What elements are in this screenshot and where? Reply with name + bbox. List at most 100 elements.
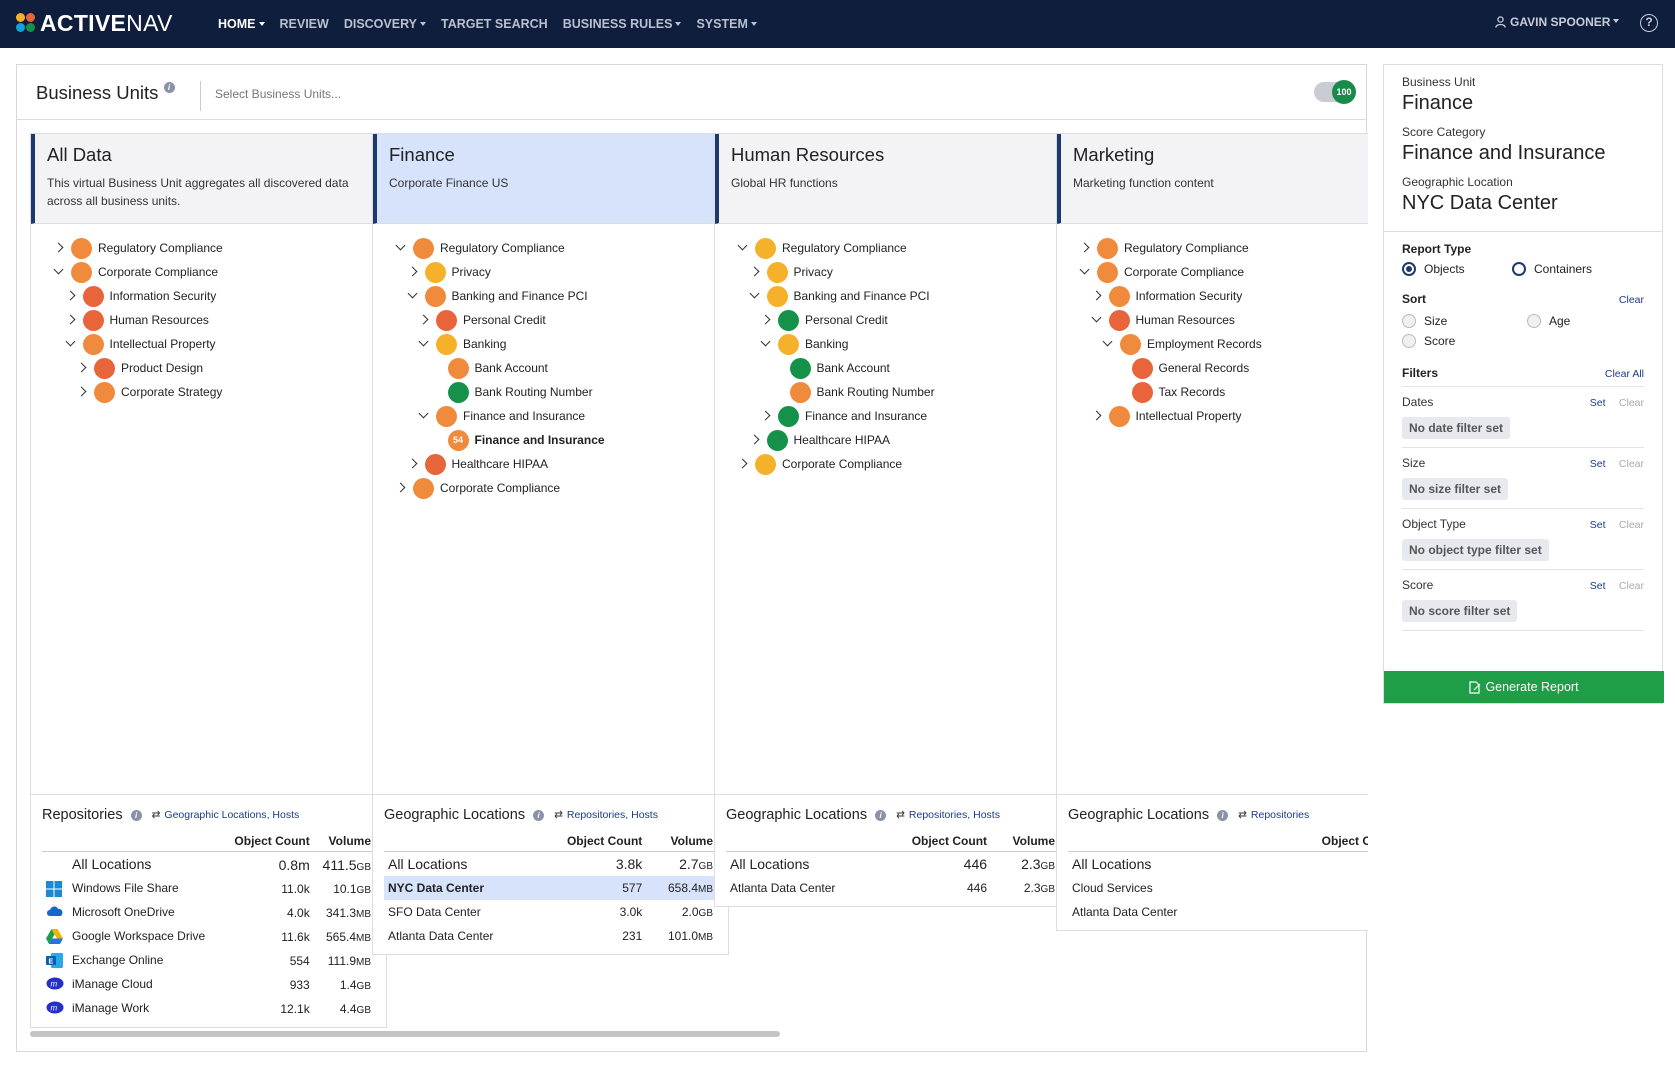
chevron-right-icon[interactable]: [76, 362, 88, 374]
tree-node[interactable]: Personal Credit: [760, 308, 888, 332]
sort-size-option[interactable]: Size: [1402, 314, 1527, 328]
chevron-right-icon[interactable]: [1091, 410, 1103, 422]
chevron-right-icon[interactable]: [407, 458, 419, 470]
chevron-down-icon[interactable]: [418, 410, 430, 422]
col-header[interactable]: Object Count: [1259, 831, 1368, 852]
table-row[interactable]: Cloud Services 1: [1068, 876, 1368, 900]
tree-node[interactable]: Banking and Finance PCI: [407, 284, 588, 308]
tree-node[interactable]: Banking and Finance PCI: [749, 284, 930, 308]
table-row[interactable]: Windows File Share 11.0k 10.1GB: [42, 877, 375, 901]
table-row[interactable]: Microsoft OneDrive 4.0k 341.3MB: [42, 901, 375, 925]
tree-node[interactable]: General Records: [1114, 356, 1249, 380]
tree-node[interactable]: Human Resources: [65, 308, 209, 332]
chevron-right-icon[interactable]: [76, 386, 88, 398]
breakdown-link[interactable]: Repositories: [566, 809, 626, 821]
tree-node[interactable]: Bank Account: [430, 356, 548, 380]
radio-objects[interactable]: Objects: [1402, 262, 1512, 276]
breakdown-link[interactable]: Hosts: [631, 809, 658, 821]
tree-node[interactable]: Bank Account: [772, 356, 890, 380]
chevron-down-icon[interactable]: [737, 242, 749, 254]
table-row[interactable]: m iManage Cloud 933 1.4GB: [42, 973, 375, 997]
filter-clear-link[interactable]: Clear: [1618, 397, 1644, 409]
column-header[interactable]: Human Resources Global HR functions: [715, 134, 1070, 224]
menu-item-review[interactable]: REVIEW: [280, 17, 329, 31]
tree-node[interactable]: Healthcare HIPAA: [407, 452, 548, 476]
chevron-right-icon[interactable]: [1091, 290, 1103, 302]
filter-clear-link[interactable]: Clear: [1618, 519, 1644, 531]
business-units-select[interactable]: Select Business Units...: [200, 81, 1100, 111]
table-row[interactable]: All Locations 14: [1068, 852, 1368, 877]
table-row[interactable]: All Locations 0.8m 411.5GB: [42, 852, 375, 878]
filter-set-link[interactable]: Set: [1589, 458, 1606, 470]
tree-node[interactable]: Tax Records: [1114, 380, 1225, 404]
col-header[interactable]: Object Count: [878, 831, 992, 852]
table-row[interactable]: NYC Data Center 577 658.4MB: [384, 876, 717, 900]
chevron-right-icon[interactable]: [749, 434, 761, 446]
menu-item-target-search[interactable]: TARGET SEARCH: [441, 17, 548, 31]
user-menu[interactable]: GAVIN SPOONER: [1495, 15, 1620, 29]
filter-set-link[interactable]: Set: [1589, 580, 1606, 592]
tree-node[interactable]: Human Resources: [1091, 308, 1235, 332]
chevron-down-icon[interactable]: [418, 338, 430, 350]
breakdown-link[interactable]: Hosts: [272, 809, 300, 821]
tree-node[interactable]: Corporate Strategy: [76, 380, 222, 404]
tree-node[interactable]: Corporate Compliance: [1079, 260, 1244, 284]
tree-node[interactable]: Finance and Insurance: [760, 404, 927, 428]
tree-node[interactable]: Corporate Compliance: [53, 260, 218, 284]
tree-node[interactable]: Regulatory Compliance: [53, 236, 223, 260]
help-icon[interactable]: ?: [1640, 14, 1658, 32]
tree-node[interactable]: 54 Finance and Insurance: [430, 428, 605, 452]
table-row[interactable]: m iManage Work 12.1k 4.4GB: [42, 997, 375, 1021]
col-header[interactable]: Object Count: [223, 831, 314, 852]
tree-node[interactable]: Employment Records: [1102, 332, 1262, 356]
table-row[interactable]: All Locations 3.8k 2.7GB: [384, 852, 717, 877]
col-header[interactable]: Volume: [991, 831, 1059, 852]
chevron-right-icon[interactable]: [737, 458, 749, 470]
sort-clear-link[interactable]: Clear: [1618, 294, 1644, 306]
filter-clear-link[interactable]: Clear: [1618, 458, 1644, 470]
tree-node[interactable]: Healthcare HIPAA: [749, 428, 890, 452]
chevron-down-icon[interactable]: [1091, 314, 1103, 326]
table-row[interactable]: All Locations 446 2.3GB: [726, 852, 1059, 877]
tree-node[interactable]: Finance and Insurance: [418, 404, 585, 428]
sort-age-option[interactable]: Age: [1527, 314, 1570, 328]
info-icon[interactable]: i: [533, 809, 545, 821]
menu-item-home[interactable]: HOME: [218, 17, 265, 31]
tree-node[interactable]: Banking: [418, 332, 506, 356]
horizontal-scrollbar[interactable]: [30, 1031, 780, 1037]
breakdown-link[interactable]: Repositories: [1250, 809, 1310, 821]
menu-item-discovery[interactable]: DISCOVERY: [344, 17, 426, 31]
sort-score-option[interactable]: Score: [1402, 334, 1455, 348]
chevron-down-icon[interactable]: [395, 242, 407, 254]
menu-item-system[interactable]: SYSTEM: [696, 17, 757, 31]
tree-node[interactable]: Information Security: [65, 284, 216, 308]
table-row[interactable]: Atlanta Data Center: [1068, 900, 1368, 924]
chevron-right-icon[interactable]: [65, 314, 77, 326]
tree-node[interactable]: Regulatory Compliance: [395, 236, 565, 260]
chevron-down-icon[interactable]: [760, 338, 772, 350]
chevron-down-icon[interactable]: [1102, 338, 1114, 350]
info-icon[interactable]: i: [1217, 809, 1229, 821]
chevron-right-icon[interactable]: [407, 266, 419, 278]
table-row[interactable]: SFO Data Center 3.0k 2.0GB: [384, 900, 717, 924]
chevron-down-icon[interactable]: [1079, 266, 1091, 278]
table-row[interactable]: Google Workspace Drive 11.6k 565.4MB: [42, 925, 375, 949]
tree-node[interactable]: Bank Routing Number: [772, 380, 935, 404]
tree-node[interactable]: Intellectual Property: [1091, 404, 1242, 428]
generate-report-button[interactable]: Generate Report: [1384, 671, 1664, 703]
chevron-right-icon[interactable]: [395, 482, 407, 494]
chevron-down-icon[interactable]: [407, 290, 419, 302]
chevron-down-icon[interactable]: [53, 266, 65, 278]
col-header[interactable]: Object Count: [535, 831, 647, 852]
table-row[interactable]: E Exchange Online 554 111.9MB: [42, 949, 375, 973]
chevron-down-icon[interactable]: [65, 338, 77, 350]
chevron-right-icon[interactable]: [760, 314, 772, 326]
chevron-right-icon[interactable]: [749, 266, 761, 278]
col-header[interactable]: Volume: [646, 831, 717, 852]
tree-node[interactable]: Banking: [760, 332, 848, 356]
filter-set-link[interactable]: Set: [1589, 397, 1606, 409]
chevron-right-icon[interactable]: [65, 290, 77, 302]
activenav-logo[interactable]: ACTIVENAV: [16, 10, 173, 36]
breakdown-link[interactable]: Hosts: [973, 809, 1000, 821]
tree-node[interactable]: Privacy: [749, 260, 833, 284]
